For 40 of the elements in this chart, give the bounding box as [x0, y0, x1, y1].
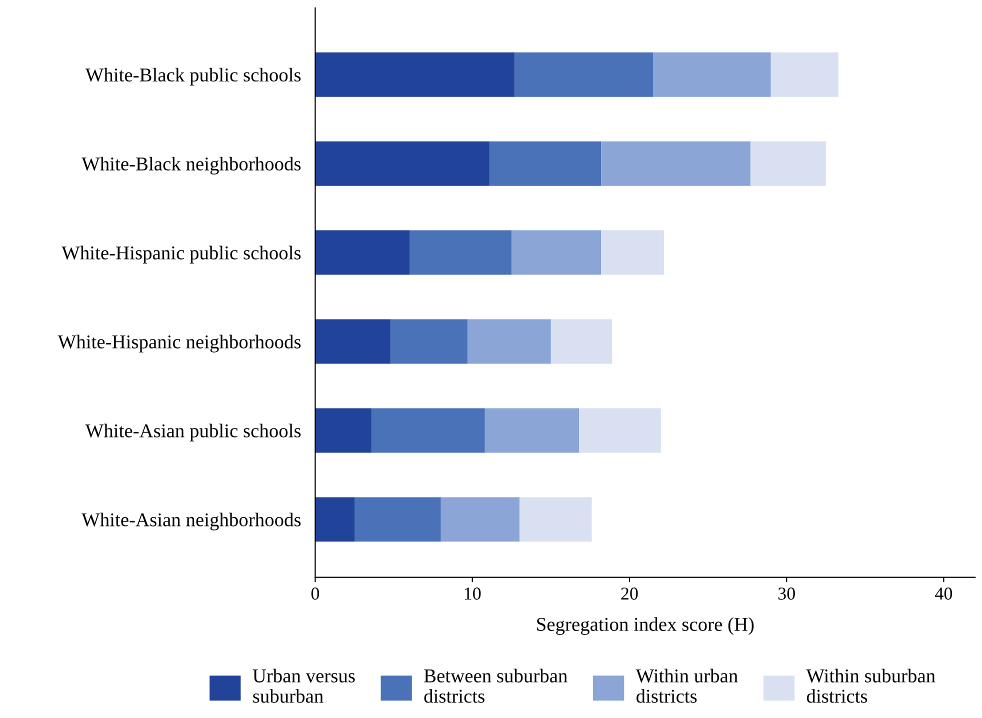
- bar: [315, 52, 515, 97]
- legend-label: Within suburban districts: [806, 668, 936, 703]
- legend-label: Between suburban districts: [424, 668, 568, 703]
- x-tick-label: 20: [621, 588, 638, 600]
- x-tick-label: 0: [311, 588, 320, 600]
- bar: [484, 408, 580, 453]
- bar: [512, 230, 602, 275]
- bar: [519, 497, 592, 542]
- bar: [490, 141, 602, 186]
- legend-label: Within urban districts: [636, 668, 738, 703]
- bar: [315, 408, 372, 453]
- bar: [653, 52, 771, 97]
- x-tick-label: 30: [778, 588, 795, 600]
- bar: [315, 497, 354, 542]
- x-tick-label: 10: [464, 588, 481, 600]
- y-tick-label: White-Black neighborhoods: [82, 156, 301, 175]
- bar: [354, 497, 441, 542]
- bar: [770, 52, 838, 97]
- y-tick-label: White-Asian public schools: [85, 424, 301, 442]
- y-tick-label: White-Hispanic public schools: [62, 246, 301, 264]
- y-tick-label: White-Black public schools: [85, 68, 301, 86]
- bar: [579, 408, 661, 453]
- legend-label: Urban versus suburban: [252, 668, 355, 703]
- y-tick-label: White-Asian neighborhoods: [82, 512, 301, 530]
- bar: [440, 497, 520, 542]
- y-tick-label: White-Hispanic neighborhoods: [58, 334, 301, 352]
- bar: [390, 319, 468, 364]
- bar: [468, 319, 551, 364]
- bar: [315, 230, 410, 275]
- bar: [315, 141, 490, 186]
- bar: [372, 408, 485, 453]
- bar: [601, 230, 664, 275]
- x-tick-label: 40: [935, 588, 952, 600]
- bar: [409, 230, 512, 275]
- bar: [315, 319, 391, 364]
- bar: [550, 319, 612, 364]
- bar: [514, 52, 654, 97]
- bar: [601, 141, 750, 186]
- x-axis-title: Segregation index score (H): [537, 617, 754, 635]
- bar: [750, 141, 826, 186]
